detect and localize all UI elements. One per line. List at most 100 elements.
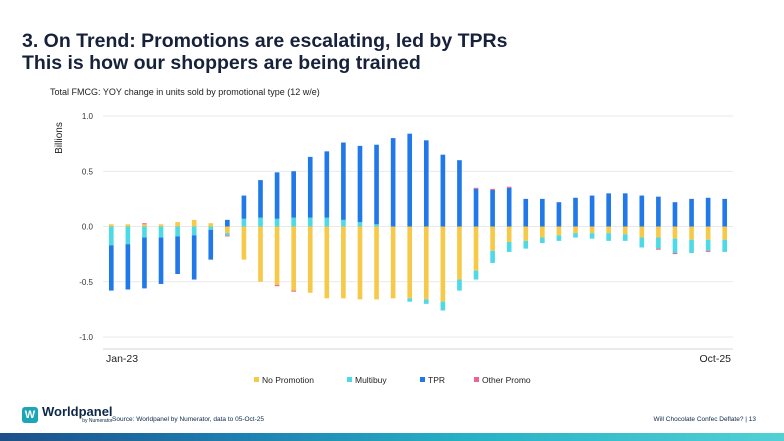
- legend-swatch: [474, 377, 479, 382]
- bar-other-promo: [274, 285, 280, 287]
- bar-multibuy: [108, 226, 114, 246]
- bar-multibuy: [374, 224, 379, 227]
- legend-label: Other Promo: [482, 375, 531, 385]
- bar-tpr: [639, 195, 645, 227]
- bar-tpr: [523, 198, 529, 227]
- bar-no-promotion: [390, 226, 396, 299]
- bar-no-promotion: [705, 226, 711, 240]
- bar-other-promo: [142, 223, 147, 225]
- legend-swatch: [420, 377, 425, 382]
- bar-tpr: [556, 202, 562, 227]
- bar-tpr: [191, 235, 197, 280]
- bar-tpr: [473, 188, 479, 227]
- bar-other-promo: [672, 253, 678, 255]
- bar-no-promotion: [622, 226, 628, 235]
- bar-multibuy: [540, 237, 545, 244]
- bar-no-promotion: [606, 226, 611, 234]
- bar-tpr: [656, 196, 661, 227]
- bar-no-promotion: [407, 226, 413, 299]
- bar-no-promotion: [440, 226, 446, 302]
- logo-name: Worldpanel: [42, 404, 113, 419]
- bar-tpr: [689, 198, 694, 227]
- bar-tpr: [540, 198, 545, 227]
- bar-multibuy: [490, 250, 495, 263]
- bar-multibuy: [556, 235, 562, 241]
- bar-no-promotion: [473, 226, 479, 271]
- bar-tpr: [490, 190, 495, 227]
- legend-label: Multibuy: [355, 375, 387, 385]
- bar-no-promotion: [142, 224, 147, 227]
- bar-no-promotion: [324, 226, 330, 299]
- bar-tpr: [423, 140, 429, 227]
- bar-tpr: [225, 219, 230, 227]
- bars: [108, 133, 728, 311]
- bar-no-promotion: [423, 226, 429, 300]
- y-tick-label: 0.5: [82, 167, 94, 176]
- y-tick-label: 0.0: [82, 223, 94, 232]
- bar-no-promotion: [208, 223, 214, 227]
- legend-swatch: [347, 377, 352, 382]
- title-line-1: 3. On Trend: Promotions are escalating, …: [22, 30, 508, 52]
- bar-multibuy: [191, 226, 197, 236]
- bar-multibuy: [324, 217, 330, 227]
- bar-multibuy: [506, 241, 512, 252]
- bar-no-promotion: [357, 226, 363, 300]
- bar-no-promotion: [274, 226, 280, 286]
- bar-no-promotion: [589, 226, 595, 234]
- bar-tpr: [390, 138, 396, 227]
- legend-label: No Promotion: [262, 375, 314, 385]
- bar-multibuy: [656, 237, 661, 249]
- bar-other-promo: [473, 187, 479, 189]
- bar-no-promotion: [556, 226, 562, 236]
- bar-tpr: [622, 193, 628, 227]
- bar-other-promo: [656, 248, 661, 250]
- bar-no-promotion: [523, 226, 529, 241]
- bar-multibuy: [622, 234, 628, 241]
- bar-multibuy: [440, 301, 446, 311]
- bar-multibuy: [341, 219, 346, 227]
- bar-tpr: [440, 154, 446, 227]
- x-start-label: Jan-23: [106, 353, 138, 365]
- bar-tpr: [108, 245, 114, 291]
- bar-no-promotion: [108, 224, 114, 227]
- bar-no-promotion: [307, 226, 313, 293]
- y-tick-label: -0.5: [79, 278, 93, 287]
- logo-sub: by Numerator: [82, 418, 113, 424]
- bar-multibuy: [357, 222, 363, 227]
- bar-tpr: [722, 198, 728, 227]
- bar-tpr: [274, 172, 280, 219]
- bar-no-promotion: [457, 226, 462, 280]
- bar-tpr: [175, 236, 180, 275]
- bar-tpr: [506, 187, 512, 227]
- bar-no-promotion: [291, 226, 296, 291]
- bar-tpr: [307, 156, 313, 218]
- bar-tpr: [341, 142, 346, 220]
- bar-multibuy: [241, 218, 247, 227]
- bar-tpr: [705, 197, 711, 227]
- bar-tpr: [606, 193, 611, 227]
- bar-multibuy: [689, 239, 694, 254]
- page-reference: Will Chocolate Confec Deflate? | 13: [653, 416, 757, 423]
- bar-multibuy: [589, 233, 595, 239]
- y-tick-labels: 1.0 0.5 0.0 -0.5 -1.0: [79, 112, 93, 342]
- bar-other-promo: [225, 235, 230, 237]
- bar-multibuy: [457, 279, 462, 291]
- bar-no-promotion: [672, 226, 678, 239]
- bar-tpr: [208, 229, 214, 260]
- y-tick-label: 1.0: [82, 112, 94, 121]
- bar-multibuy: [274, 218, 280, 227]
- bar-multibuy: [523, 240, 529, 249]
- bar-tpr: [357, 145, 363, 223]
- bar-tpr: [672, 202, 678, 227]
- bar-multibuy: [142, 226, 147, 238]
- legend: No Promotion Multibuy TPR Other Promo: [254, 375, 531, 385]
- bar-multibuy: [125, 226, 131, 245]
- bar-tpr: [573, 197, 578, 227]
- bar-no-promotion: [225, 226, 230, 234]
- bar-no-promotion: [191, 219, 197, 227]
- bar-multibuy: [307, 217, 313, 227]
- bar-tpr: [125, 244, 131, 290]
- bar-other-promo: [506, 186, 512, 188]
- bar-no-promotion: [258, 226, 263, 282]
- bar-multibuy: [208, 226, 214, 230]
